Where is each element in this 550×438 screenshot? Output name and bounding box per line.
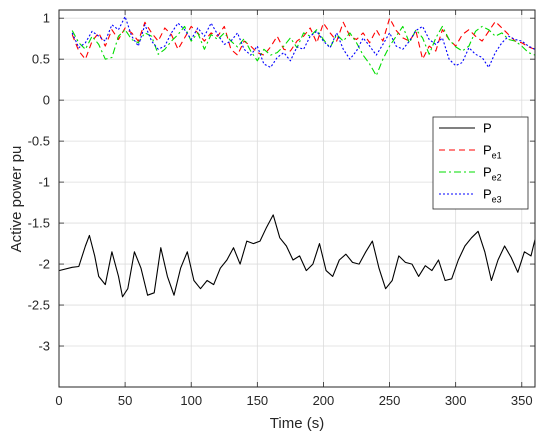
legend-label: Pe1 bbox=[483, 143, 502, 161]
x-tick-label: 150 bbox=[246, 393, 268, 408]
legend-label: Pe3 bbox=[483, 187, 502, 205]
x-tick-label: 50 bbox=[118, 393, 132, 408]
plot-frame bbox=[58, 9, 536, 388]
legend-label: Pe2 bbox=[483, 165, 502, 183]
y-tick-label: -2.5 bbox=[28, 298, 50, 313]
y-tick-label: -1 bbox=[38, 175, 50, 190]
series-line-pe1 bbox=[71, 17, 536, 60]
legend-box bbox=[432, 116, 529, 210]
series-line-pe3 bbox=[71, 16, 536, 68]
legend-label-base: P bbox=[483, 143, 492, 158]
legend-label-subscript: e3 bbox=[492, 195, 502, 205]
x-axis-label: Time (s) bbox=[270, 415, 324, 432]
x-tick-label: 350 bbox=[511, 393, 533, 408]
x-tick-label: 0 bbox=[55, 393, 62, 408]
series-layer bbox=[58, 16, 536, 298]
legend-label-subscript: e1 bbox=[492, 151, 502, 161]
y-tick-label: 1 bbox=[43, 11, 50, 26]
y-tick-labels: 1 0.5 0 -0.5 -1 -1.5 -2 -2.5 -3 bbox=[28, 11, 50, 354]
legend-label-base: P bbox=[483, 187, 492, 202]
grid bbox=[58, 10, 535, 387]
tick-marks bbox=[58, 10, 535, 387]
y-axis-label: Active power pu bbox=[8, 146, 25, 253]
legend-label-base: P bbox=[483, 121, 492, 136]
legend-label-subscript: e2 bbox=[492, 173, 502, 183]
y-tick-label: 0 bbox=[43, 93, 50, 108]
x-tick-label: 300 bbox=[445, 393, 467, 408]
x-tick-label: 250 bbox=[379, 393, 401, 408]
x-tick-labels: 0 50 100 150 200 250 300 350 bbox=[55, 393, 532, 408]
y-tick-label: -1.5 bbox=[28, 216, 50, 231]
x-tick-label: 200 bbox=[313, 393, 335, 408]
series-line-p bbox=[58, 214, 536, 298]
legend-label: P bbox=[483, 121, 492, 136]
x-tick-label: 100 bbox=[180, 393, 202, 408]
legend-label-base: P bbox=[483, 165, 492, 180]
y-tick-label: -3 bbox=[38, 339, 50, 354]
y-tick-label: -0.5 bbox=[28, 134, 50, 149]
y-tick-label: 0.5 bbox=[32, 52, 50, 67]
y-tick-label: -2 bbox=[38, 257, 50, 272]
